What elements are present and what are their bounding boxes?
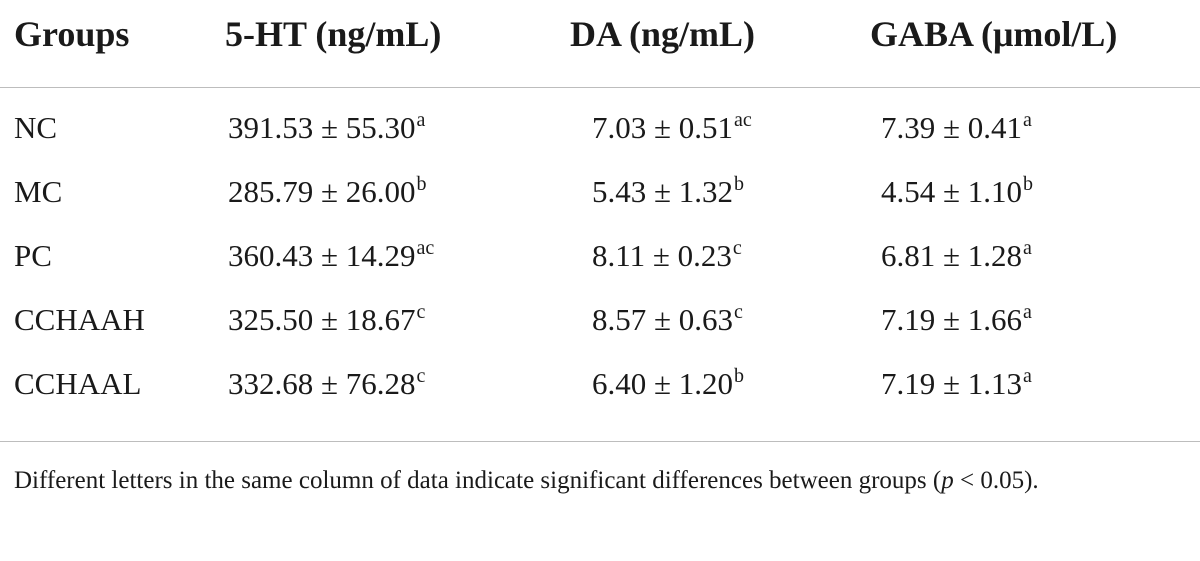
cell-da: 6.40 ± 1.20b [592, 362, 744, 410]
cell-da-significance-letter: ac [734, 109, 752, 131]
cell-gaba-significance-letter: a [1023, 301, 1032, 323]
cell-group: CCHAAL [14, 366, 142, 401]
cell-da: 7.03 ± 0.51ac [592, 106, 752, 154]
cell-5ht-significance-letter: ac [416, 237, 435, 259]
cell-5ht-value: 325.50 ± 18.67 [228, 302, 416, 337]
cell-group: PC [14, 238, 52, 273]
cell-5ht: 325.50 ± 18.67c [228, 298, 425, 346]
cell-da-significance-letter: b [734, 173, 745, 195]
cell-5ht-significance-letter: c [416, 365, 426, 387]
cell-gaba-value: 4.54 ± 1.10 [881, 174, 1023, 209]
footer-divider [0, 441, 1200, 442]
header-divider [0, 87, 1200, 88]
cell-gaba-value: 7.19 ± 1.13 [881, 366, 1023, 401]
cell-gaba: 4.54 ± 1.10b [881, 170, 1033, 218]
cell-group: MC [14, 174, 63, 209]
header-groups: Groups [14, 14, 130, 54]
footnote-text-after: < 0.05). [953, 467, 1039, 494]
footnote-text-before: Different letters in the same column of … [14, 467, 942, 494]
cell-da-significance-letter: b [734, 365, 745, 387]
cell-5ht-significance-letter: c [416, 301, 426, 323]
cell-da-significance-letter: c [732, 237, 742, 259]
cell-da-value: 6.40 ± 1.20 [592, 366, 734, 401]
cell-gaba-significance-letter: a [1023, 237, 1032, 259]
cell-gaba: 6.81 ± 1.28a [881, 234, 1032, 282]
cell-da: 8.57 ± 0.63c [592, 298, 743, 346]
table-row: MC 285.79 ± 26.00b 5.43 ± 1.32b 4.54 ± 1.10… [0, 170, 1200, 226]
cell-da-value: 7.03 ± 0.51 [592, 110, 734, 145]
cell-da-value: 8.11 ± 0.23 [592, 238, 732, 273]
cell-5ht: 332.68 ± 76.28c [228, 362, 425, 410]
cell-5ht: 360.43 ± 14.29ac [228, 234, 434, 282]
cell-da-significance-letter: c [734, 301, 743, 323]
cell-gaba-significance-letter: a [1023, 109, 1032, 131]
cell-gaba-value: 7.39 ± 0.41 [881, 110, 1023, 145]
cell-5ht-significance-letter: a [416, 109, 426, 131]
table-row: NC 391.53 ± 55.30a 7.03 ± 0.51ac 7.39 ± 0.4… [0, 106, 1200, 162]
cell-group: CCHAAH [14, 302, 145, 337]
cell-5ht: 285.79 ± 26.00b [228, 170, 427, 218]
table-row: CCHAAL 332.68 ± 76.28c 6.40 ± 1.20b 7.19 ± … [0, 362, 1200, 418]
cell-5ht-value: 285.79 ± 26.00 [228, 174, 416, 209]
cell-gaba: 7.39 ± 0.41a [881, 106, 1032, 154]
header-da: DA (ng/mL) [570, 14, 756, 54]
cell-gaba-value: 7.19 ± 1.66 [881, 302, 1023, 337]
cell-da: 8.11 ± 0.23c [592, 234, 742, 282]
cell-da-value: 5.43 ± 1.32 [592, 174, 734, 209]
table-row: PC 360.43 ± 14.29ac 8.11 ± 0.23c 6.81 ± 1.2… [0, 234, 1200, 290]
header-5ht: 5-HT (ng/mL) [225, 14, 442, 54]
cell-gaba-value: 6.81 ± 1.28 [881, 238, 1023, 273]
cell-gaba: 7.19 ± 1.66a [881, 298, 1032, 346]
cell-5ht: 391.53 ± 55.30a [228, 106, 425, 154]
cell-5ht-value: 360.43 ± 14.29 [228, 238, 416, 273]
table-header-row: Groups 5-HT (ng/mL) DA (ng/mL) GABA (μmo… [0, 0, 1200, 70]
header-gaba: GABA (μmol/L) [870, 14, 1118, 54]
cell-da: 5.43 ± 1.32b [592, 170, 744, 218]
cell-da-value: 8.57 ± 0.63 [592, 302, 734, 337]
cell-5ht-value: 332.68 ± 76.28 [228, 366, 416, 401]
footnote-p-symbol: p [941, 467, 954, 494]
table-row: CCHAAH 325.50 ± 18.67c 8.57 ± 0.63c 7.19 ± … [0, 298, 1200, 354]
table-footnote: Different letters in the same column of … [14, 462, 1186, 500]
cell-group: NC [14, 110, 58, 145]
cell-5ht-significance-letter: b [416, 173, 427, 195]
cell-gaba: 7.19 ± 1.13a [881, 362, 1032, 410]
cell-5ht-value: 391.53 ± 55.30 [228, 110, 416, 145]
cell-gaba-significance-letter: b [1023, 173, 1034, 195]
cell-gaba-significance-letter: a [1023, 365, 1032, 387]
